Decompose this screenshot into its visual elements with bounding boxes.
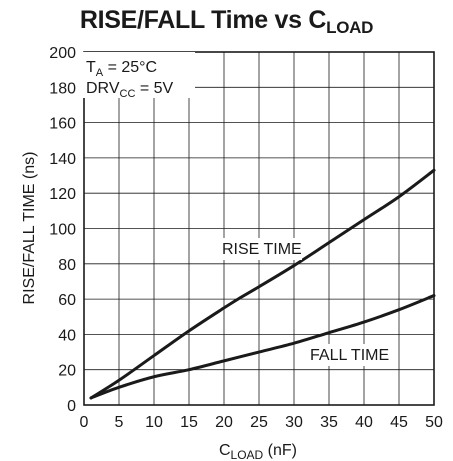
y-tick-labels: 0 20 40 60 80 100 120 140 160 180 200 xyxy=(49,45,76,415)
plot-frame xyxy=(83,51,435,406)
fall-time-label: FALL TIME xyxy=(310,347,389,364)
rise-time-label: RISE TIME xyxy=(222,241,302,258)
rise-label-background xyxy=(218,238,302,260)
conditions-background xyxy=(80,52,195,98)
chart-title-subscript: LOAD xyxy=(326,18,374,37)
x-tick-label: 45 xyxy=(390,414,408,431)
y-tick-label: 40 xyxy=(58,327,76,344)
y-tick-label: 200 xyxy=(49,45,76,62)
fall-time-line xyxy=(89,294,436,400)
x-tick-label: 25 xyxy=(250,414,268,431)
y-tick-label: 100 xyxy=(49,222,76,239)
condition-ta: TA = 25°C xyxy=(86,59,157,79)
x-tick-labels: 0 5 10 15 20 25 30 35 40 45 50 xyxy=(80,414,443,431)
x-axis-label: CLOAD (nF) xyxy=(219,442,297,461)
y-tick-label: 180 xyxy=(49,80,76,97)
x-tick-label: 35 xyxy=(320,414,338,431)
y-tick-label: 60 xyxy=(58,292,76,309)
fall-label-background xyxy=(306,344,392,366)
x-tick-label: 5 xyxy=(115,414,124,431)
y-tick-label: 20 xyxy=(58,363,76,380)
x-tick-label: 0 xyxy=(80,414,89,431)
rise-time-line xyxy=(89,168,436,400)
y-tick-label: 80 xyxy=(58,257,76,274)
x-tick-label: 50 xyxy=(425,414,443,431)
condition-drvcc: DRVCC = 5V xyxy=(86,80,174,100)
x-tick-label: 30 xyxy=(285,414,303,431)
x-tick-label: 40 xyxy=(355,414,373,431)
y-tick-label: 160 xyxy=(49,116,76,133)
y-tick-label: 0 xyxy=(67,398,76,415)
chart-title: RISE/FALL Time vs CLOAD xyxy=(0,6,453,38)
chart-title-main: RISE/FALL Time vs C xyxy=(79,6,327,34)
y-axis-label: RISE/FALL TIME (ns) xyxy=(21,152,38,305)
x-tick-label: 10 xyxy=(145,414,163,431)
x-tick-label: 20 xyxy=(215,414,233,431)
x-tick-label: 15 xyxy=(180,414,198,431)
series-lines xyxy=(89,168,436,400)
y-tick-label: 140 xyxy=(49,151,76,168)
y-tick-label: 120 xyxy=(49,186,76,203)
